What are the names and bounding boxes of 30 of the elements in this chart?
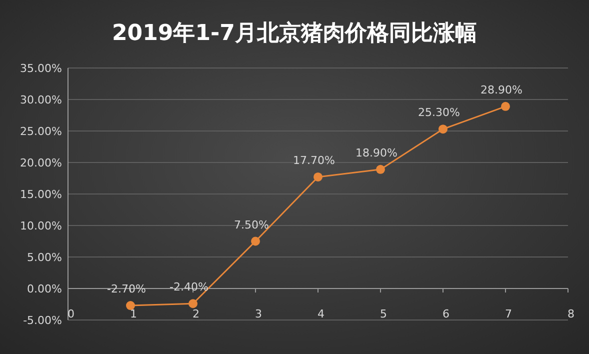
point — [501, 102, 510, 111]
x-tick-label: 8 — [568, 308, 574, 320]
data-label: 17.70% — [293, 154, 335, 167]
x-tick-label: 5 — [380, 308, 387, 320]
point — [314, 172, 322, 182]
y-tick-label: 15.00% — [20, 188, 62, 201]
x-tick-label: 2 — [192, 308, 200, 320]
x-tick-label: 6 — [442, 308, 450, 320]
y-tick-label: 5.00% — [27, 251, 62, 264]
point — [126, 301, 135, 310]
x-tick-label: 4 — [318, 308, 324, 320]
y-tick-label: 25.00% — [20, 125, 62, 138]
data-label: 7.50% — [234, 218, 269, 232]
point — [438, 124, 448, 134]
y-tick-label: 30.00% — [20, 94, 62, 106]
data-label: 18.90% — [356, 146, 398, 160]
point — [376, 164, 385, 174]
point — [251, 236, 260, 246]
y-tick-label: 0.00% — [27, 282, 62, 296]
x-tick-label: 7 — [505, 308, 512, 320]
x-tick-label: 1 — [130, 308, 137, 320]
data-label: 25.30% — [418, 106, 460, 120]
y-tick-label: 10.00% — [20, 220, 62, 232]
data-label: 28.90% — [480, 83, 522, 96]
y-tick-label: -5.00% — [23, 314, 62, 327]
y-tick-label: 35.00% — [20, 62, 62, 75]
point — [188, 299, 198, 308]
x-tick-label: 3 — [255, 308, 262, 320]
y-tick-label: 20.00% — [20, 156, 62, 170]
chart-title: 2019年1-7月北京猪肉价格同比涨幅 — [112, 20, 477, 46]
